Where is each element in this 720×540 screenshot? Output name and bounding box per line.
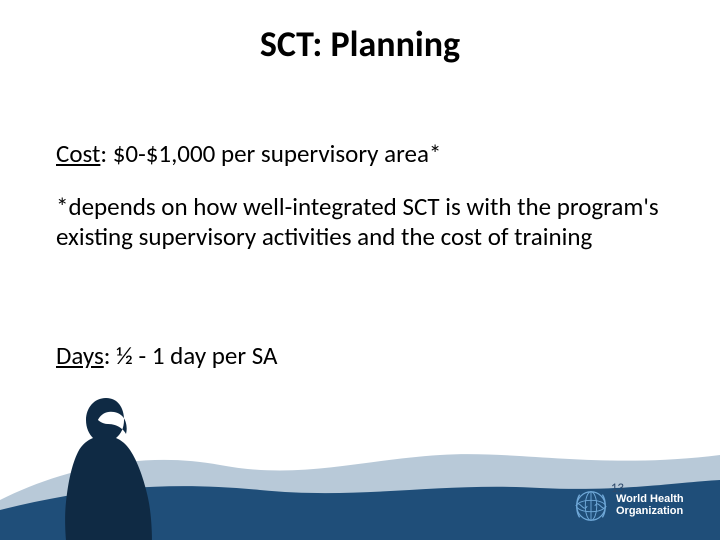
days-label: Days — [56, 340, 104, 371]
person-silhouette — [48, 390, 168, 540]
slide: SCT: Planning Cost: $0-$1,000 per superv… — [0, 0, 720, 540]
silhouette-path — [65, 398, 152, 540]
days-value: ½ - 1 day per SA — [116, 340, 277, 371]
cost-value: $0-$1,000 per supervisory area* — [113, 138, 442, 169]
days-line: Days: ½ - 1 day per SA — [56, 340, 664, 371]
footer-banner: 13 World Health Organization — [0, 400, 720, 540]
cost-sep: : — [100, 138, 112, 169]
who-logo: World Health Organization — [572, 484, 702, 528]
who-text-line2: Organization — [616, 506, 684, 518]
slide-title: SCT: Planning — [0, 22, 720, 66]
cost-explanation: *depends on how well-integrated SCT is w… — [56, 192, 664, 251]
who-logo-text: World Health Organization — [616, 494, 684, 517]
cost-line: Cost: $0-$1,000 per supervisory area* — [56, 138, 664, 169]
who-emblem-icon — [572, 487, 610, 525]
cost-label: Cost — [56, 138, 100, 169]
days-sep: : — [104, 340, 116, 371]
